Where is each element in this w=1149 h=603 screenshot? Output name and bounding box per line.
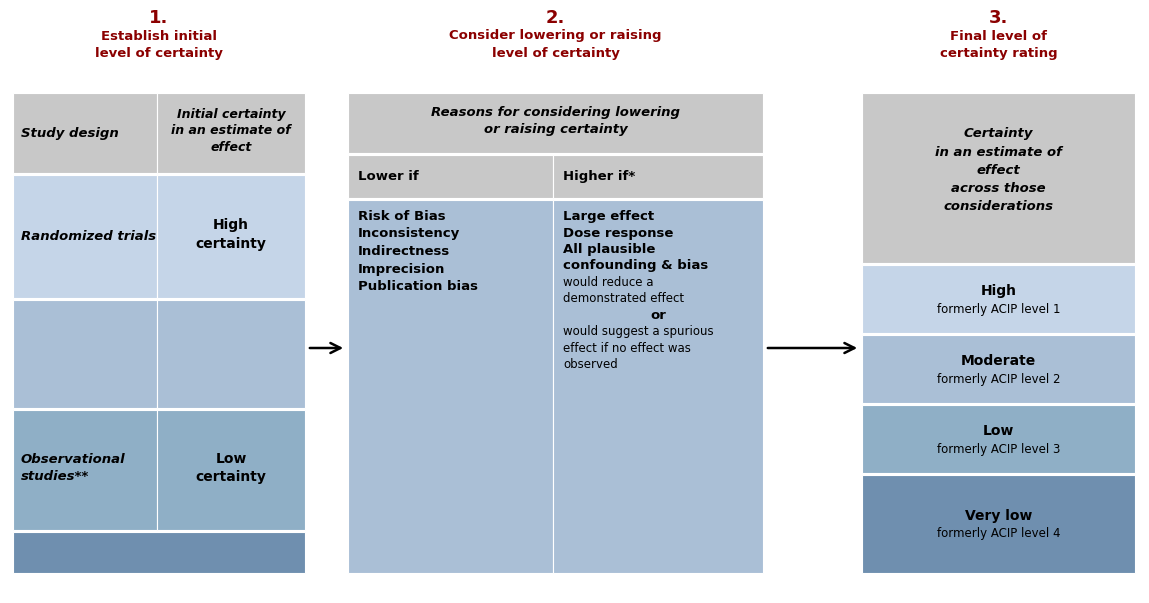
Text: formerly ACIP level 1: formerly ACIP level 1 xyxy=(936,303,1061,315)
Bar xyxy=(862,265,1135,333)
Bar xyxy=(13,93,157,173)
Text: or: or xyxy=(650,309,666,322)
Text: Low
certainty: Low certainty xyxy=(195,452,267,484)
Text: Dose response: Dose response xyxy=(563,227,673,239)
Text: formerly ACIP level 3: formerly ACIP level 3 xyxy=(936,443,1061,455)
Text: Large effect: Large effect xyxy=(563,210,654,223)
Text: confounding & bias: confounding & bias xyxy=(563,259,708,273)
Bar xyxy=(13,175,157,298)
Text: Consider lowering or raising
level of certainty: Consider lowering or raising level of ce… xyxy=(449,30,662,60)
Bar xyxy=(862,93,1135,263)
Bar xyxy=(348,93,763,153)
Text: Initial certainty
in an estimate of
effect: Initial certainty in an estimate of effe… xyxy=(171,108,291,154)
Bar xyxy=(862,335,1135,403)
Text: Indirectness: Indirectness xyxy=(358,245,450,258)
Bar xyxy=(157,175,304,298)
Bar xyxy=(553,155,763,198)
Text: formerly ACIP level 4: formerly ACIP level 4 xyxy=(936,528,1061,540)
Text: Inconsistency: Inconsistency xyxy=(358,227,461,241)
Text: High: High xyxy=(980,284,1017,298)
Bar xyxy=(553,200,763,573)
Text: Reasons for considering lowering
or raising certainty: Reasons for considering lowering or rais… xyxy=(431,106,680,136)
Text: effect if no effect was: effect if no effect was xyxy=(563,342,691,355)
Text: High
certainty: High certainty xyxy=(195,218,267,251)
Text: Risk of Bias: Risk of Bias xyxy=(358,210,446,223)
Bar xyxy=(13,300,157,408)
Bar xyxy=(862,405,1135,473)
Text: Final level of
certainty rating: Final level of certainty rating xyxy=(940,30,1057,60)
Text: Certainty
in an estimate of
effect
across those
considerations: Certainty in an estimate of effect acros… xyxy=(935,127,1062,212)
Text: Observational
studies**: Observational studies** xyxy=(21,453,125,483)
Text: Low: Low xyxy=(982,424,1015,438)
Text: All plausible: All plausible xyxy=(563,243,655,256)
Text: Establish initial
level of certainty: Establish initial level of certainty xyxy=(95,30,223,60)
Text: Randomized trials: Randomized trials xyxy=(21,230,156,243)
Text: Publication bias: Publication bias xyxy=(358,280,478,293)
Text: would reduce a: would reduce a xyxy=(563,276,654,289)
Bar xyxy=(13,410,157,530)
Text: 3.: 3. xyxy=(989,9,1008,27)
Text: Study design: Study design xyxy=(21,127,118,139)
Bar xyxy=(157,300,304,408)
Bar xyxy=(862,475,1135,573)
Bar xyxy=(157,410,304,530)
Text: Imprecision: Imprecision xyxy=(358,262,446,276)
Text: demonstrated effect: demonstrated effect xyxy=(563,292,684,306)
Text: Very low: Very low xyxy=(965,509,1032,523)
Bar xyxy=(157,93,304,173)
Bar xyxy=(13,532,304,573)
Text: Higher if*: Higher if* xyxy=(563,170,635,183)
Text: formerly ACIP level 2: formerly ACIP level 2 xyxy=(936,373,1061,385)
Text: would suggest a spurious: would suggest a spurious xyxy=(563,326,714,338)
Bar xyxy=(348,155,553,198)
Text: 2.: 2. xyxy=(546,9,565,27)
Text: observed: observed xyxy=(563,359,618,371)
Text: Moderate: Moderate xyxy=(961,354,1036,368)
Bar xyxy=(348,200,553,573)
Text: Lower if: Lower if xyxy=(358,170,418,183)
Text: 1.: 1. xyxy=(149,9,169,27)
